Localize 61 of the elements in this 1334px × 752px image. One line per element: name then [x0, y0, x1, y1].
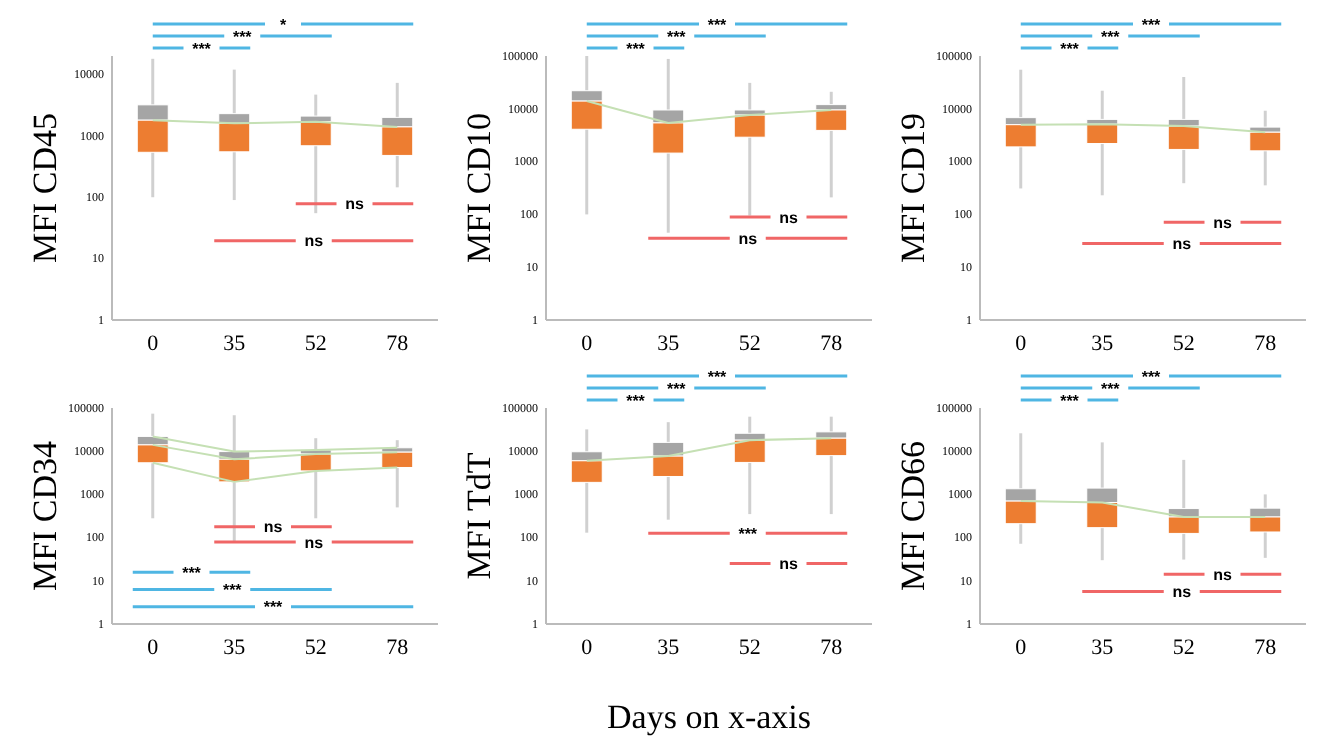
- annotation: ns: [304, 232, 325, 251]
- x-tick-label: 52: [304, 332, 327, 356]
- x-axis-title: Days on x-axis: [607, 698, 811, 736]
- annotation: ***: [222, 581, 244, 600]
- x-tick-label: 52: [1172, 332, 1195, 356]
- annotation: ns: [779, 555, 799, 574]
- annotation: ns: [1213, 213, 1233, 232]
- text: ***: [1100, 27, 1122, 46]
- x-tick-label: 35: [1091, 636, 1115, 660]
- x-tick-label: 0: [581, 636, 594, 660]
- text: ***: [666, 379, 688, 398]
- x-tick-label: 35: [223, 332, 247, 356]
- x-tick-label: 78: [820, 332, 844, 356]
- annotation: ***: [263, 598, 285, 617]
- annotation: ***: [1060, 39, 1081, 58]
- y-axis-title: MFI CD10: [460, 112, 498, 264]
- x-tick-label: 0: [147, 332, 160, 356]
- x-tick-label: 35: [657, 332, 681, 356]
- annotation: ns: [1172, 583, 1193, 602]
- y-axis-title: MFI CD45: [26, 112, 64, 264]
- x-tick-label: 52: [738, 332, 761, 356]
- x-tick-label: 78: [386, 636, 410, 660]
- x-tick-label: 0: [1015, 332, 1028, 356]
- y-axis-title: MFI CD66: [894, 440, 932, 592]
- x-tick-label: 35: [223, 636, 247, 660]
- annotation: ns: [263, 518, 284, 537]
- annotation: ns: [738, 229, 759, 248]
- text: ***: [707, 15, 729, 34]
- y-axis-title: MFI TdT: [460, 451, 498, 580]
- x-tick-label: 52: [738, 636, 761, 660]
- text: ***: [666, 27, 688, 46]
- annotation: ***: [182, 563, 203, 582]
- annotation: ns: [779, 208, 799, 227]
- x-tick-label: 0: [147, 636, 160, 660]
- text: ***: [1100, 379, 1122, 398]
- x-tick-label: 78: [820, 636, 844, 660]
- y-axis-title: MFI CD19: [894, 112, 932, 264]
- annotation: ***: [626, 39, 647, 58]
- text: ***: [1141, 15, 1163, 34]
- text: *: [279, 15, 288, 34]
- annotation: ns: [304, 533, 325, 552]
- text: ***: [1141, 367, 1163, 386]
- annotation: ***: [1060, 391, 1081, 410]
- y-axis-title: MFI CD34: [26, 439, 64, 592]
- text: ***: [707, 367, 729, 386]
- text: ***: [232, 27, 254, 46]
- x-tick-label: 78: [1254, 332, 1278, 356]
- x-tick-label: 35: [657, 636, 681, 660]
- annotation: ***: [192, 39, 213, 58]
- annotation: ***: [626, 391, 647, 410]
- annotation: ns: [345, 195, 365, 214]
- x-tick-label: 52: [1172, 636, 1195, 660]
- x-tick-label: 0: [581, 332, 594, 356]
- x-tick-label: 78: [386, 332, 410, 356]
- x-tick-label: 52: [304, 636, 327, 660]
- annotation: ns: [1213, 565, 1233, 584]
- x-tick-label: 78: [1254, 636, 1278, 660]
- annotation: ***: [738, 524, 759, 543]
- x-tick-label: 35: [1091, 332, 1115, 356]
- x-tick-label: 0: [1015, 636, 1028, 660]
- annotation: ns: [1172, 235, 1193, 254]
